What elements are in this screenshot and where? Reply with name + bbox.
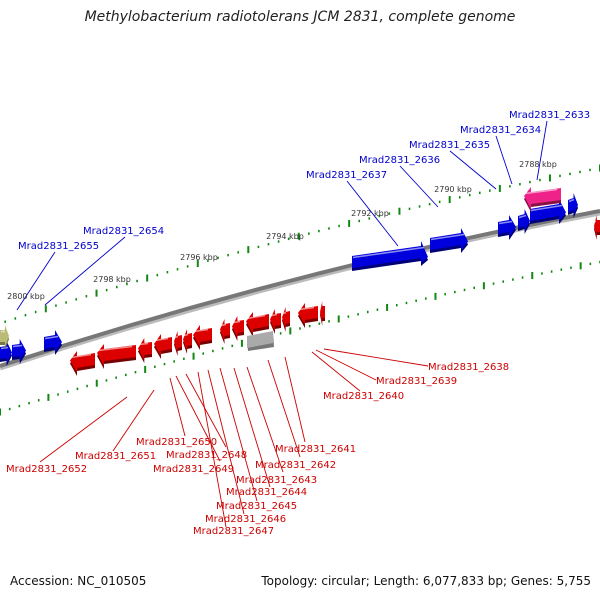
gene-arrow bbox=[498, 215, 516, 240]
gene-label: Mrad2831_2651 bbox=[75, 451, 156, 462]
gene-arrow bbox=[246, 312, 269, 337]
leader-line bbox=[39, 396, 128, 463]
gene-labels: Mrad2831_2633 Mrad2831_2634 Mrad2831_2635 M… bbox=[6, 110, 590, 537]
leader-line bbox=[323, 348, 429, 367]
gene-label: Mrad2831_2643 bbox=[236, 475, 317, 486]
leader-line bbox=[315, 349, 377, 381]
scale-labels: 2788 kbp 2790 kbp 2792 kbp 2794 kbp 2796 kbp… bbox=[7, 160, 557, 301]
gene-label: Mrad2831_2647 bbox=[193, 526, 274, 537]
gene-label: Mrad2831_2641 bbox=[275, 444, 356, 455]
gene-label: Mrad2831_2654 bbox=[83, 226, 164, 237]
gene-label: Mrad2831_2637 bbox=[306, 170, 387, 181]
leader-line bbox=[44, 236, 126, 306]
gene-label: Mrad2831_2649 bbox=[153, 464, 234, 475]
gene-label: Mrad2831_2638 bbox=[428, 362, 509, 373]
gene-arrow bbox=[524, 187, 561, 212]
leader-line bbox=[267, 359, 301, 458]
gene-label: Mrad2831_2644 bbox=[226, 487, 307, 498]
gene-label: Mrad2831_2634 bbox=[460, 125, 541, 136]
gene-arrow bbox=[232, 316, 244, 341]
gene-arrow bbox=[138, 338, 152, 363]
gene-label: Mrad2831_2639 bbox=[376, 376, 457, 387]
leader-line bbox=[185, 373, 227, 448]
gene-label: Mrad2831_2633 bbox=[509, 110, 590, 121]
leader-line bbox=[207, 369, 245, 515]
gene-arrow bbox=[594, 215, 600, 240]
leader-line bbox=[175, 375, 221, 462]
gene-arrow bbox=[0, 325, 9, 350]
gene-arrow bbox=[174, 331, 182, 356]
gene-arrow bbox=[320, 301, 325, 326]
gene-arrow bbox=[12, 339, 26, 364]
label-leader-lines bbox=[16, 120, 548, 528]
scale-label: 2794 kbp bbox=[266, 232, 304, 241]
gene-arrow bbox=[352, 241, 428, 271]
gene-label: Mrad2831_2655 bbox=[18, 241, 99, 252]
gene-arrow bbox=[154, 334, 172, 359]
gene-arrow bbox=[247, 331, 274, 351]
map-title: Methylobacterium radiotolerans JCM 2831,… bbox=[84, 9, 516, 25]
gene-label: Mrad2831_2642 bbox=[255, 460, 336, 471]
gene-arrow bbox=[568, 193, 578, 218]
gene-label: Mrad2831_2648 bbox=[166, 450, 247, 461]
outer-tick-track bbox=[4, 164, 600, 323]
gene-arrow bbox=[220, 319, 230, 344]
scale-label: 2798 kbp bbox=[93, 275, 131, 284]
gene-track bbox=[0, 187, 600, 376]
gene-arrow bbox=[518, 209, 530, 234]
gene-label: Mrad2831_2645 bbox=[216, 501, 297, 512]
genome-summary-text: Topology: circular; Length: 6,077,833 bp… bbox=[261, 574, 591, 588]
leader-line bbox=[16, 251, 56, 311]
scale-label: 2790 kbp bbox=[434, 185, 472, 194]
leader-line bbox=[112, 389, 155, 452]
gene-arrow bbox=[430, 228, 468, 253]
gene-arrow bbox=[97, 344, 136, 369]
leader-line bbox=[311, 351, 361, 392]
gene-arrow bbox=[0, 341, 12, 366]
gene-arrow bbox=[270, 309, 281, 334]
leader-line bbox=[219, 367, 258, 502]
gene-arrow bbox=[298, 303, 318, 328]
gene-label: Mrad2831_2636 bbox=[359, 155, 440, 166]
leader-line bbox=[449, 150, 497, 190]
gene-arrow bbox=[44, 330, 62, 355]
gene-arrow bbox=[183, 329, 192, 354]
scale-label: 2796 kbp bbox=[180, 253, 218, 262]
gene-arrow bbox=[193, 325, 212, 350]
leader-line bbox=[346, 180, 399, 247]
leader-line bbox=[495, 135, 513, 185]
leader-line bbox=[246, 366, 284, 473]
leader-line bbox=[399, 165, 439, 208]
gene-label: Mrad2831_2646 bbox=[205, 514, 286, 525]
leader-line bbox=[284, 356, 306, 443]
leader-line bbox=[536, 120, 548, 181]
leader-line bbox=[197, 371, 227, 528]
gene-arrow bbox=[530, 199, 566, 224]
accession-text: Accession: NC_010505 bbox=[10, 574, 147, 588]
scale-label: 2800 kbp bbox=[7, 292, 45, 301]
gene-arrow bbox=[282, 307, 290, 332]
gene-label: Mrad2831_2650 bbox=[136, 437, 217, 448]
leader-line bbox=[169, 377, 186, 437]
gene-label: Mrad2831_2640 bbox=[323, 391, 404, 402]
scale-label: 2788 kbp bbox=[519, 160, 557, 169]
gene-label: Mrad2831_2635 bbox=[409, 140, 490, 151]
genome-backbone bbox=[0, 209, 600, 368]
scale-label: 2792 kbp bbox=[351, 209, 389, 218]
gene-label: Mrad2831_2652 bbox=[6, 464, 87, 475]
gene-arrow bbox=[70, 351, 95, 376]
leader-line bbox=[233, 367, 271, 488]
